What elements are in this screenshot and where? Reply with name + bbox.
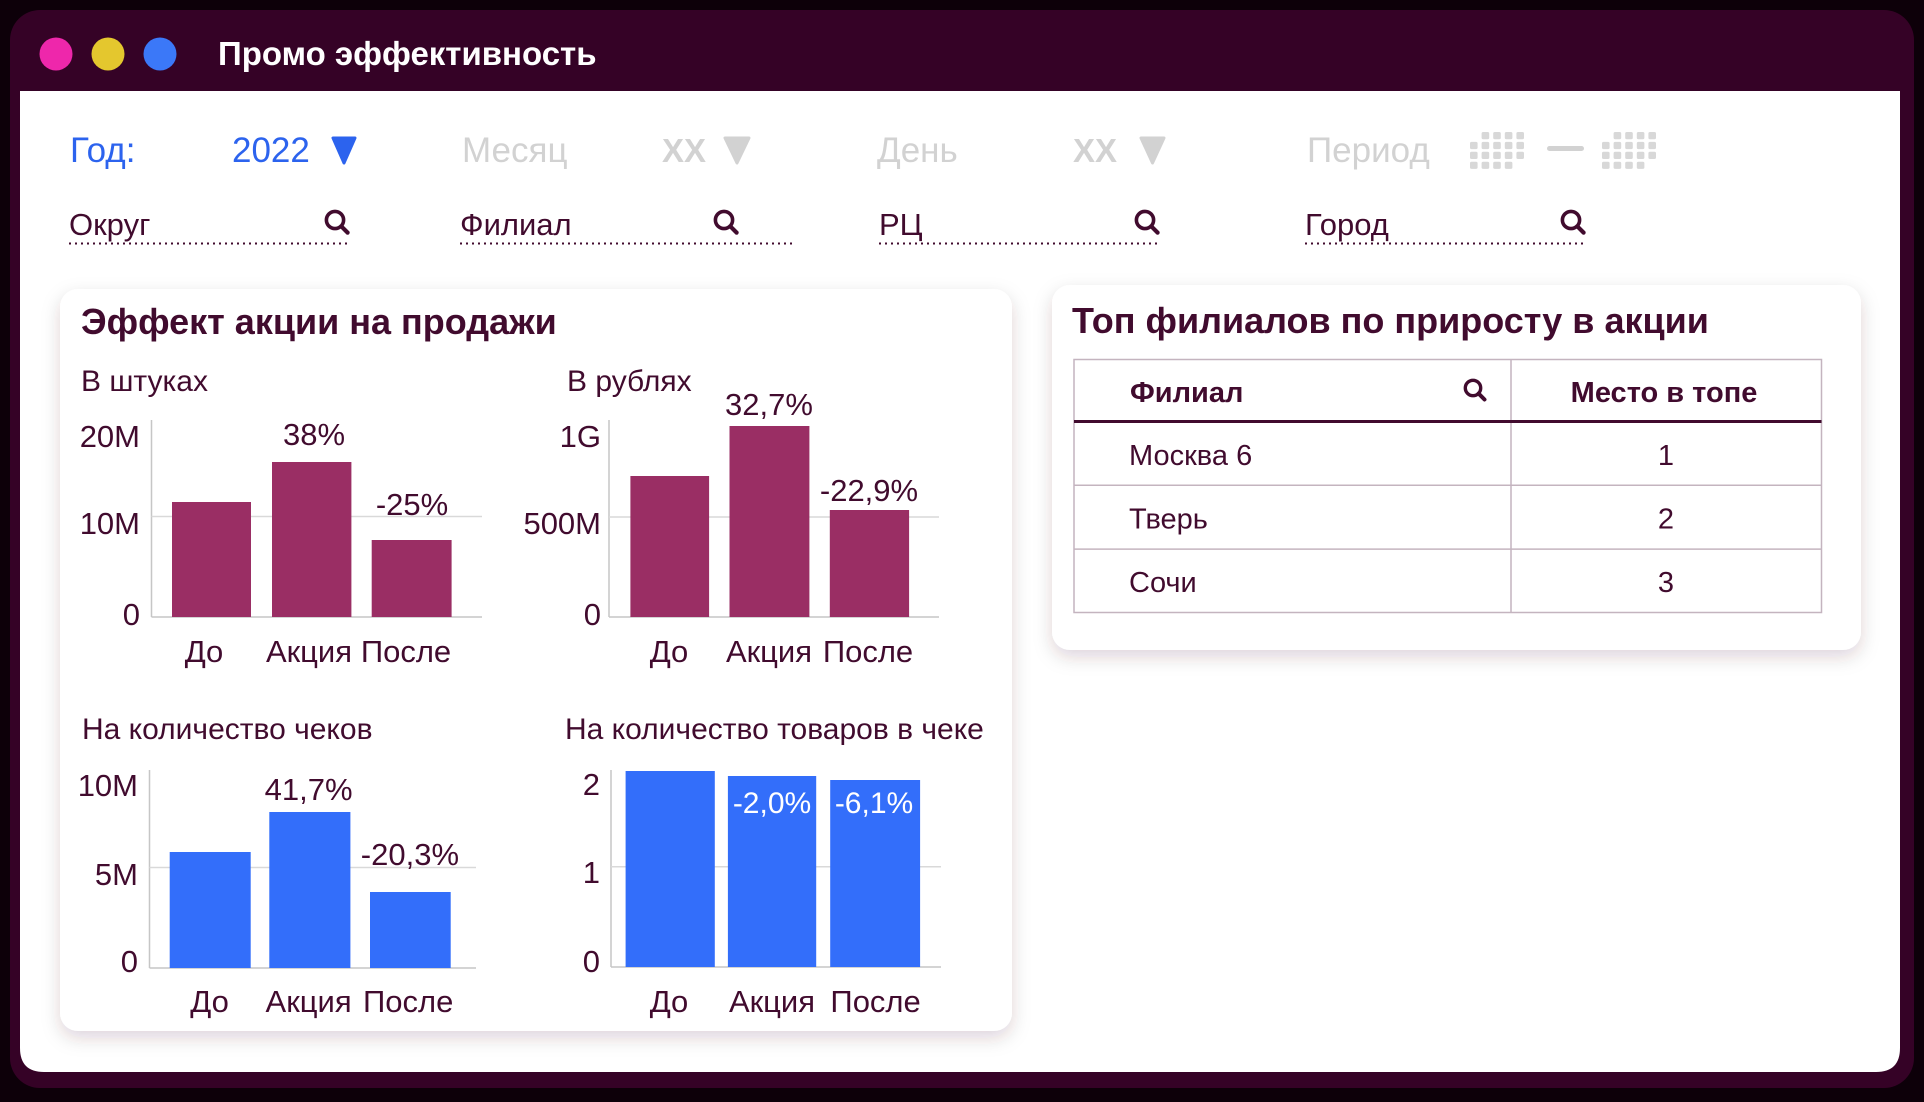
svg-text:1: 1	[583, 855, 600, 890]
svg-text:2: 2	[1658, 504, 1674, 536]
svg-text:Акция: Акция	[726, 634, 812, 669]
svg-text:-25%: -25%	[376, 487, 448, 522]
svg-text:Год:: Год:	[70, 131, 135, 170]
svg-text:1: 1	[1658, 440, 1674, 472]
svg-text:10M: 10M	[78, 768, 138, 803]
svg-text:Промо эффективность: Промо эффективность	[218, 35, 597, 72]
svg-text:На количество товаров в чеке: На количество товаров в чеке	[565, 713, 984, 746]
svg-text:2: 2	[583, 767, 600, 802]
svg-text:-22,9%: -22,9%	[820, 473, 918, 508]
svg-text:XX: XX	[1073, 132, 1117, 169]
svg-text:Москва 6: Москва 6	[1129, 440, 1252, 472]
svg-text:До: До	[185, 634, 224, 669]
svg-text:0: 0	[583, 944, 600, 979]
svg-text:В рублях: В рублях	[567, 365, 692, 398]
svg-text:После: После	[363, 984, 453, 1019]
svg-text:После: После	[361, 634, 451, 669]
svg-text:РЦ: РЦ	[879, 207, 923, 242]
svg-text:32,7%: 32,7%	[725, 387, 813, 422]
svg-text:3: 3	[1658, 567, 1674, 599]
svg-text:10M: 10M	[80, 506, 140, 541]
svg-text:20M: 20M	[80, 419, 140, 454]
svg-text:2022: 2022	[232, 131, 310, 170]
svg-text:1G: 1G	[560, 419, 601, 454]
svg-text:5M: 5M	[95, 857, 138, 892]
svg-text:Тверь: Тверь	[1129, 504, 1208, 536]
svg-text:До: До	[190, 984, 229, 1019]
svg-text:Место в топе: Место в топе	[1571, 377, 1758, 409]
svg-text:Филиал: Филиал	[460, 207, 572, 242]
svg-text:XX: XX	[662, 132, 706, 169]
svg-text:Месяц: Месяц	[462, 131, 568, 170]
svg-text:41,7%: 41,7%	[265, 772, 353, 807]
svg-text:Город: Город	[1305, 207, 1389, 242]
svg-text:Филиал: Филиал	[1130, 377, 1243, 409]
svg-text:Акция: Акция	[266, 984, 352, 1019]
svg-text:Акция: Акция	[266, 634, 352, 669]
svg-text:После: После	[830, 984, 920, 1019]
svg-text:-6,1%: -6,1%	[835, 787, 913, 820]
svg-text:Округ: Округ	[69, 207, 150, 242]
svg-text:38%: 38%	[283, 417, 345, 452]
svg-text:500M: 500M	[523, 506, 601, 541]
svg-text:0: 0	[584, 597, 601, 632]
svg-text:-2,0%: -2,0%	[733, 787, 811, 820]
svg-text:Акция: Акция	[729, 984, 815, 1019]
svg-text:Эффект акции на продажи: Эффект акции на продажи	[81, 301, 557, 342]
svg-text:Сочи: Сочи	[1129, 567, 1197, 599]
svg-text:0: 0	[121, 944, 138, 979]
svg-text:В штуках: В штуках	[81, 365, 208, 398]
svg-text:День: День	[877, 131, 958, 170]
svg-text:Топ филиалов по приросту в акц: Топ филиалов по приросту в акции	[1072, 300, 1709, 341]
svg-text:Период: Период	[1307, 131, 1430, 170]
svg-text:На количество чеков: На количество чеков	[82, 713, 373, 746]
svg-text:-20,3%: -20,3%	[361, 837, 459, 872]
svg-text:До: До	[650, 984, 689, 1019]
svg-text:До: До	[650, 634, 689, 669]
svg-text:После: После	[823, 634, 913, 669]
svg-text:0: 0	[123, 597, 140, 632]
